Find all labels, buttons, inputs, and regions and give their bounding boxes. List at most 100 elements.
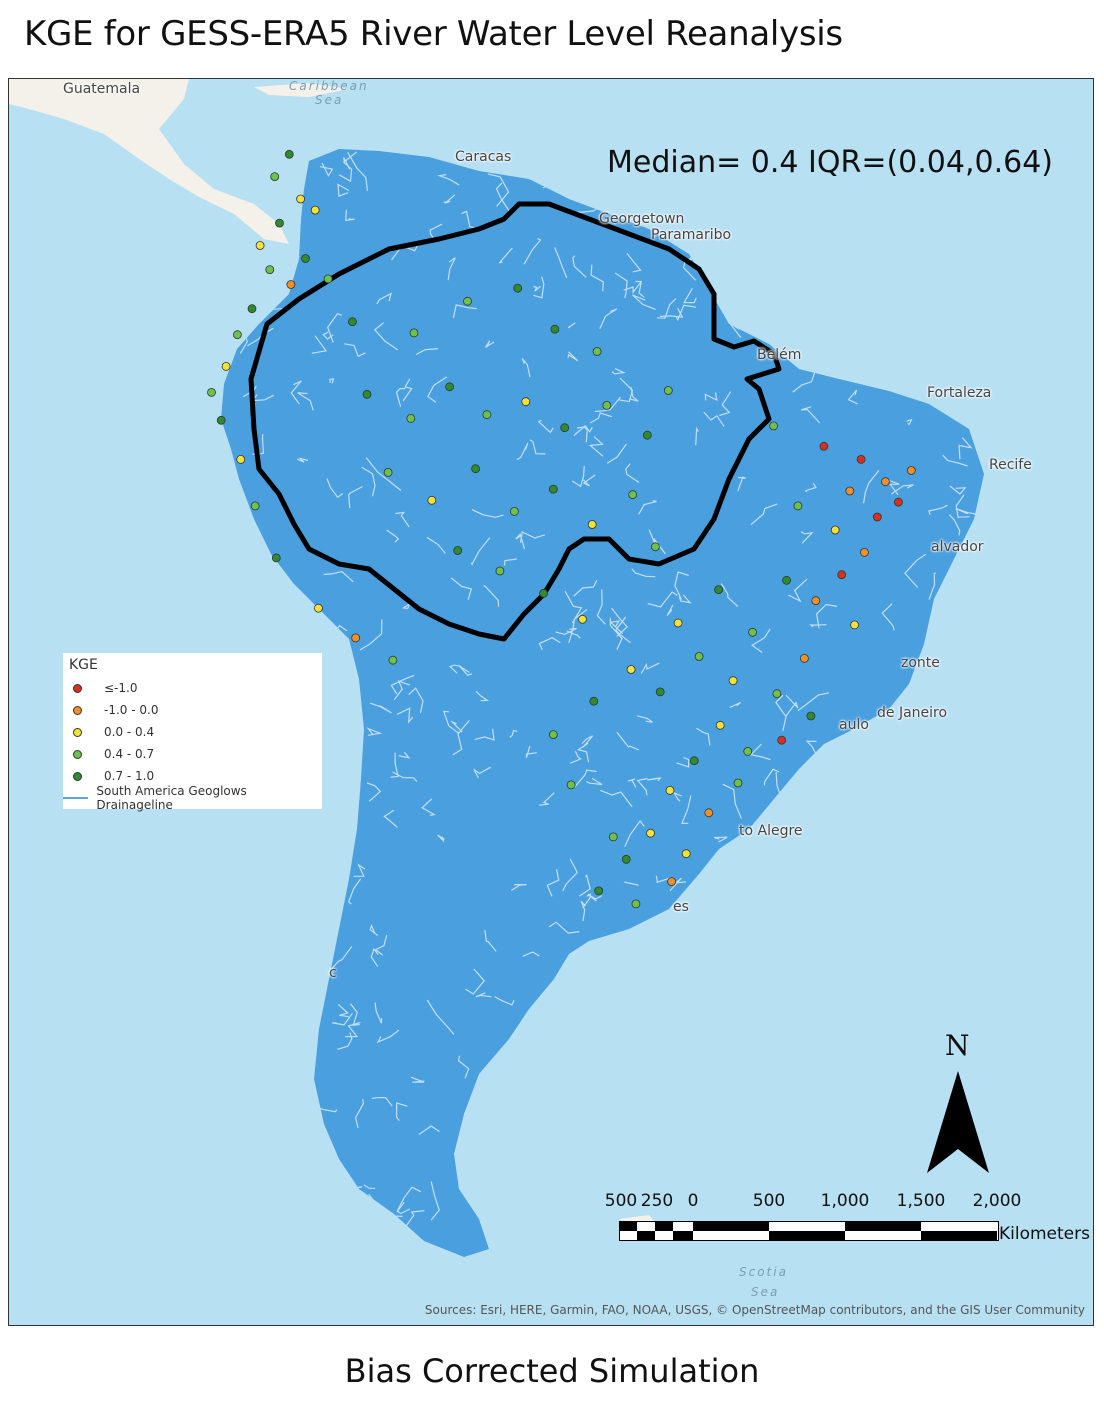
station-point[interactable] [310,205,320,215]
station-point[interactable] [626,665,636,674]
station-point[interactable] [548,730,558,739]
station-point[interactable] [806,711,816,721]
station-point[interactable] [819,441,829,451]
station-point[interactable] [621,854,631,864]
station-point[interactable] [351,633,361,643]
station-point[interactable] [548,484,558,494]
station-point[interactable] [860,547,869,557]
station-point[interactable] [521,397,531,407]
station-point[interactable] [236,454,246,464]
station-point[interactable] [894,497,903,507]
station-point[interactable] [800,654,809,663]
station-point[interactable] [495,566,505,576]
station-point[interactable] [651,542,660,552]
station-point[interactable] [313,603,323,613]
station-point[interactable] [628,490,638,500]
station-point[interactable] [284,149,294,159]
station-point[interactable] [445,382,455,392]
station-point[interactable] [665,786,675,795]
station-point[interactable] [906,466,916,475]
station-point[interactable] [782,575,791,585]
station-point[interactable] [743,747,753,756]
station-point[interactable] [592,347,602,356]
station-point[interactable] [247,304,257,314]
station-point[interactable] [655,687,665,697]
station-point[interactable] [594,886,604,896]
station-point[interactable] [856,454,866,464]
station-point[interactable] [587,520,597,529]
station-point[interactable] [642,430,652,440]
station-point[interactable] [777,735,787,745]
river-segment [624,819,645,847]
station-point[interactable] [539,588,548,598]
station-point[interactable] [663,386,673,395]
station-point[interactable] [793,501,803,511]
station-point[interactable] [296,194,306,204]
river-segment [278,1112,289,1139]
station-point[interactable] [275,218,284,228]
station-point[interactable] [347,317,357,327]
station-point[interactable] [566,780,576,790]
station-point[interactable] [772,689,782,699]
station-point[interactable] [271,553,281,563]
station-point[interactable] [850,620,859,630]
station-point[interactable] [301,254,310,263]
station-point[interactable] [406,413,416,423]
station-point[interactable] [694,652,704,661]
station-point[interactable] [265,265,275,275]
station-point[interactable] [631,899,641,909]
station-point[interactable] [463,296,472,306]
station-point[interactable] [881,477,890,487]
station-point[interactable] [232,330,242,340]
station-point[interactable] [250,501,260,511]
station-point[interactable] [811,596,821,606]
station-point[interactable] [482,410,492,420]
station-point[interactable] [728,676,738,686]
station-point[interactable] [714,585,723,595]
station-point[interactable] [323,274,333,284]
station-point[interactable] [578,614,587,624]
station-point[interactable] [748,627,757,637]
station-point[interactable] [589,696,599,706]
station-point[interactable] [733,778,743,788]
station-point[interactable] [383,467,393,477]
station-point[interactable] [673,618,683,628]
station-point[interactable] [608,832,618,842]
north-arrow-icon [927,1071,989,1173]
station-point[interactable] [560,423,570,433]
station-point[interactable] [715,720,725,730]
station-point[interactable] [681,849,691,859]
station-point[interactable] [270,172,280,181]
river-segment [611,368,626,375]
station-point[interactable] [550,324,560,334]
station-point[interactable] [704,808,714,818]
station-point[interactable] [513,283,523,293]
station-point[interactable] [769,421,778,431]
station-point[interactable] [362,389,372,399]
station-point[interactable] [286,280,296,289]
station-point[interactable] [689,756,699,766]
station-point[interactable] [427,495,437,505]
place-sao-paulo: aulo [839,717,869,733]
river-segment [682,258,697,281]
station-point[interactable] [845,486,855,496]
station-point[interactable] [837,570,847,580]
map-frame[interactable]: Caribbean Sea Guatemala Caracas Georgeto… [8,78,1094,1326]
station-point[interactable] [221,361,231,371]
station-point[interactable] [388,655,398,665]
station-point[interactable] [255,241,265,250]
station-point[interactable] [872,512,882,522]
station-point[interactable] [409,328,419,338]
station-point[interactable] [646,828,655,838]
station-point[interactable] [216,415,226,425]
station-point[interactable] [453,546,463,555]
scale-tick: 1,000 [820,1191,870,1211]
station-point[interactable] [667,877,676,886]
station-point[interactable] [471,464,481,474]
river-segment [908,981,921,993]
river-segment [656,298,677,319]
station-point[interactable] [830,525,840,535]
station-point[interactable] [509,506,519,516]
station-point[interactable] [602,400,612,410]
station-point[interactable] [207,387,216,397]
